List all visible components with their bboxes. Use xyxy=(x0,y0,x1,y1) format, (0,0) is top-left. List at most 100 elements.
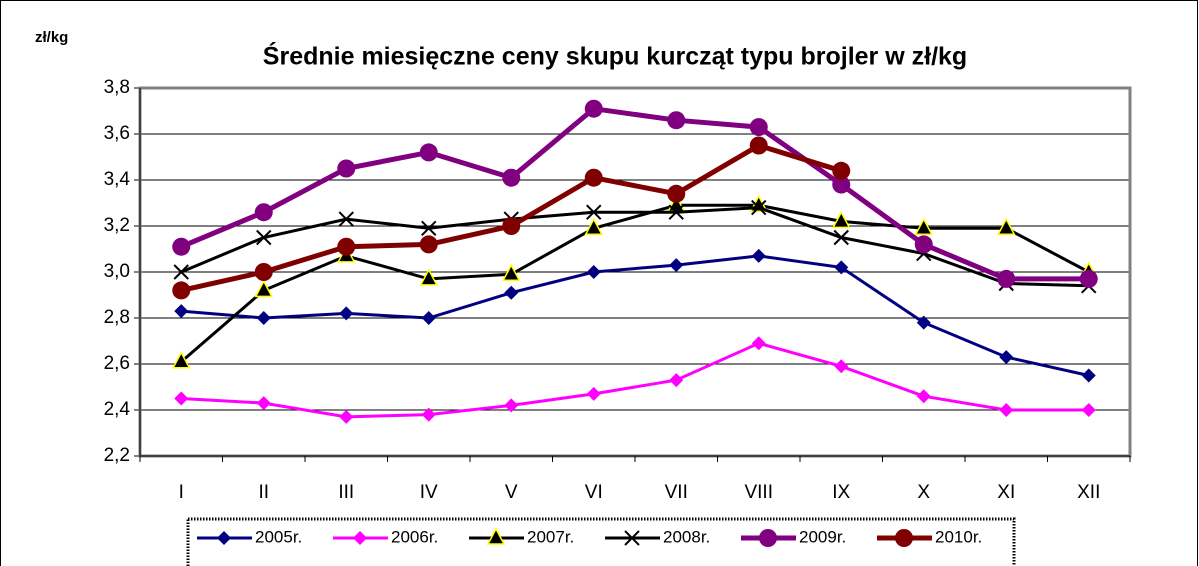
x-tick-label: IV xyxy=(420,482,438,503)
data-point xyxy=(502,217,521,235)
legend-box xyxy=(186,517,1016,566)
legend-marker xyxy=(624,530,640,546)
data-point xyxy=(419,235,438,254)
data-point xyxy=(751,248,766,263)
x-tick-label: XI xyxy=(997,482,1015,503)
series-line xyxy=(180,106,1089,282)
y-tick-label: 3,6 xyxy=(104,123,130,144)
y-tick-label: 2,6 xyxy=(104,353,130,374)
data-point xyxy=(584,217,603,236)
data-point xyxy=(584,99,603,118)
data-point xyxy=(584,168,603,187)
data-point xyxy=(999,350,1014,365)
chart-title: Średnie miesięczne ceny skupu kurcząt ty… xyxy=(263,41,967,71)
data-point xyxy=(668,204,684,220)
series xyxy=(172,99,1098,288)
legend-marker xyxy=(759,529,777,547)
data-point xyxy=(667,111,686,130)
x-tick-label: I xyxy=(179,482,184,503)
data-point xyxy=(749,136,768,155)
data-point xyxy=(749,118,768,137)
legend-label: 2007r. xyxy=(527,527,574,546)
data-point xyxy=(419,143,438,162)
data-point xyxy=(586,265,601,279)
data-point xyxy=(751,336,766,351)
data-point xyxy=(916,315,931,330)
y-tick-label: 2,4 xyxy=(104,399,131,420)
data-point xyxy=(256,396,271,411)
x-tick-label: VI xyxy=(585,482,603,503)
legend-label: 2009r. xyxy=(799,527,846,546)
data-point xyxy=(997,269,1016,288)
data-point xyxy=(832,161,851,180)
data-point xyxy=(833,229,849,246)
data-point xyxy=(1081,403,1096,417)
data-point xyxy=(173,264,189,280)
series-line xyxy=(181,254,1090,377)
legend-marker xyxy=(486,527,506,545)
series-line xyxy=(180,206,1089,288)
data-point xyxy=(339,409,354,424)
series-line xyxy=(180,203,1090,363)
legend-label: 2006r. xyxy=(391,527,438,546)
y-tick-label: 2,2 xyxy=(104,445,130,466)
data-point xyxy=(914,235,933,254)
data-point xyxy=(174,304,189,319)
data-point xyxy=(419,268,438,286)
x-tick-label: VIII xyxy=(744,482,773,503)
data-point xyxy=(1079,269,1098,288)
data-point xyxy=(256,229,272,246)
data-point xyxy=(1081,368,1096,383)
x-tick-label: IX xyxy=(832,482,850,503)
legend-label: 2008r. xyxy=(663,527,710,546)
data-point xyxy=(421,220,437,237)
data-point xyxy=(337,237,356,256)
x-tick-label: VII xyxy=(665,482,688,503)
data-point xyxy=(834,260,849,275)
series xyxy=(172,136,851,300)
data-point xyxy=(834,359,849,374)
data-point xyxy=(832,175,851,194)
x-tick-label: XII xyxy=(1077,482,1100,503)
legend-marker xyxy=(353,531,367,545)
data-point xyxy=(669,373,684,388)
data-point xyxy=(172,281,191,300)
data-point xyxy=(254,279,273,298)
data-point xyxy=(172,237,191,256)
data-point xyxy=(502,168,521,187)
x-tick-label: II xyxy=(258,482,269,503)
data-point xyxy=(172,351,191,369)
data-point xyxy=(174,391,189,406)
x-tick-label: X xyxy=(917,482,930,503)
data-point xyxy=(586,204,602,220)
data-point xyxy=(999,403,1014,417)
data-point xyxy=(504,398,519,413)
data-point xyxy=(254,263,273,281)
y-tick-label: 2,8 xyxy=(104,307,130,328)
legend-marker xyxy=(895,529,913,547)
legend-label: 2005r. xyxy=(255,527,302,546)
series-line xyxy=(181,341,1089,419)
data-point xyxy=(667,184,686,203)
data-point xyxy=(914,217,933,236)
y-tick-label: 3,8 xyxy=(104,77,130,98)
series xyxy=(174,336,1096,424)
data-point xyxy=(832,210,851,229)
data-point xyxy=(421,311,436,325)
legend-label: 2010r. xyxy=(935,527,982,546)
data-point xyxy=(586,386,601,401)
data-point xyxy=(997,217,1016,236)
data-point xyxy=(421,407,436,422)
data-point xyxy=(256,311,271,325)
x-tick-label: III xyxy=(338,482,354,503)
data-point xyxy=(339,306,354,321)
data-point xyxy=(916,389,931,404)
data-point xyxy=(504,285,519,300)
data-point xyxy=(502,263,521,282)
series xyxy=(172,194,1098,369)
data-point xyxy=(751,199,767,216)
y-axis-label: zł/kg xyxy=(35,29,68,46)
y-tick-label: 3,2 xyxy=(104,215,130,236)
data-point xyxy=(337,159,356,178)
